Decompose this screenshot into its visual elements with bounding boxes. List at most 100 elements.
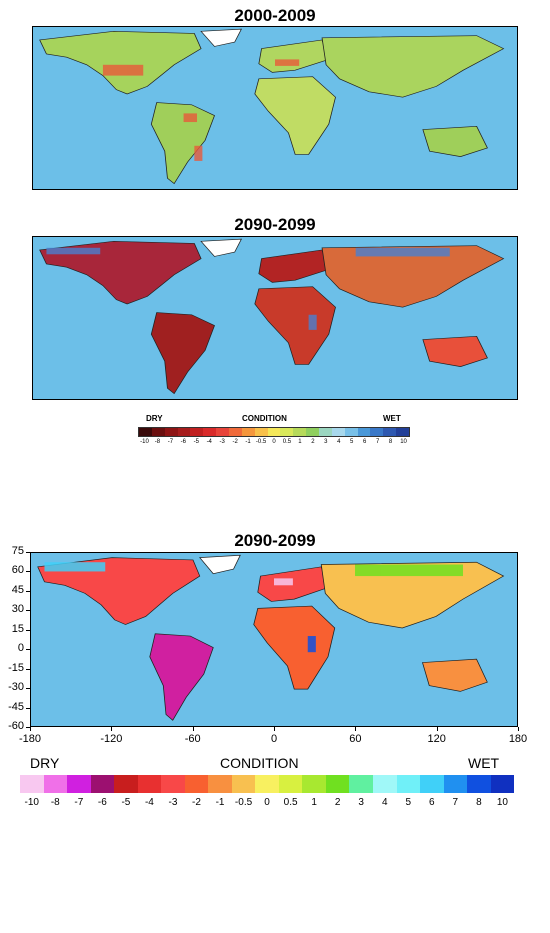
legend-swatch bbox=[151, 428, 165, 436]
legend-tick-label: 0.5 bbox=[283, 797, 298, 808]
legend-tick-label: 6 bbox=[363, 439, 367, 445]
legend-condition-label: CONDITION bbox=[242, 414, 287, 423]
legend-swatch bbox=[203, 428, 217, 436]
legend-swatch bbox=[325, 775, 350, 793]
legend-swatch bbox=[331, 428, 345, 436]
latitude-tick-mark bbox=[26, 649, 30, 651]
legend-swatch bbox=[443, 775, 468, 793]
legend-tick-label: -3 bbox=[219, 439, 225, 445]
longitude-tick-label: -120 bbox=[100, 733, 123, 745]
map-title-2090-2099-a: 2090-2099 bbox=[234, 215, 316, 234]
legend-tick-label: -4 bbox=[144, 797, 154, 808]
longitude-tick-label: 0 bbox=[270, 733, 278, 745]
continents bbox=[39, 28, 505, 185]
legend-tick-label: 1 bbox=[311, 797, 317, 808]
latitude-tick-mark bbox=[26, 727, 30, 728]
dry-patches bbox=[102, 59, 300, 161]
continents bbox=[37, 554, 505, 721]
legend-tick-label: 0.5 bbox=[282, 439, 292, 445]
legend-tick-label: -1 bbox=[215, 797, 225, 808]
map-title-2000-2009: 2000-2009 bbox=[234, 6, 316, 25]
legend-swatch bbox=[420, 775, 444, 793]
longitude-tick-mark bbox=[192, 727, 194, 731]
longitude-tick-mark bbox=[111, 727, 113, 731]
legend-tick-label: 10 bbox=[400, 439, 407, 445]
europe bbox=[258, 39, 330, 73]
legend-swatch bbox=[344, 428, 358, 436]
legend-tick-label: -2 bbox=[192, 797, 201, 808]
legend-tick-label: 7 bbox=[375, 439, 380, 445]
longitude-tick-label: 180 bbox=[508, 733, 528, 745]
legend-swatch bbox=[280, 428, 294, 436]
longitude-tick-label: -60 bbox=[184, 733, 201, 745]
legend-tick-label: 8 bbox=[476, 797, 482, 808]
latitude-tick-mark bbox=[26, 668, 30, 670]
asia bbox=[321, 245, 505, 308]
legend-swatch bbox=[357, 428, 371, 436]
longitude-tick-mark bbox=[518, 727, 519, 731]
legend-dry-label: DRY bbox=[146, 414, 163, 423]
longitude-tick-mark bbox=[30, 727, 31, 731]
legend-swatch bbox=[319, 428, 332, 436]
wet-patches bbox=[44, 562, 463, 653]
latitude-tick-mark bbox=[26, 688, 30, 690]
greenland bbox=[198, 554, 241, 575]
asia bbox=[321, 35, 505, 98]
greenland bbox=[200, 238, 243, 257]
legend-tick-label: -7 bbox=[74, 797, 84, 808]
africa bbox=[254, 286, 336, 365]
legend-wet-label: WET bbox=[468, 755, 500, 771]
australia bbox=[421, 658, 488, 692]
legend-swatch bbox=[302, 775, 326, 793]
legend-swatch bbox=[370, 428, 384, 436]
longitude-tick-mark bbox=[355, 727, 357, 731]
legend-swatch bbox=[396, 428, 410, 436]
legend-tick-label: 5 bbox=[405, 797, 412, 808]
legend-swatch bbox=[255, 775, 279, 793]
legend-swatch bbox=[349, 775, 373, 793]
latitude-tick-mark bbox=[26, 571, 30, 573]
legend-tick-label: -7 bbox=[167, 439, 174, 445]
wet-patches bbox=[46, 247, 450, 330]
legend-swatch bbox=[67, 775, 91, 793]
legend-tick-label: -3 bbox=[168, 797, 178, 808]
legend-swatch bbox=[267, 428, 281, 436]
world-map-svg bbox=[39, 28, 505, 185]
legend-tick-label: -5 bbox=[121, 797, 131, 808]
africa bbox=[253, 605, 336, 690]
legend-tick-label: -8 bbox=[154, 439, 161, 445]
north-america bbox=[37, 557, 201, 625]
legend-swatch bbox=[114, 775, 138, 793]
north-america bbox=[39, 240, 202, 305]
latitude-tick-label: -45 bbox=[8, 700, 24, 713]
legend-swatch bbox=[293, 428, 307, 436]
africa bbox=[254, 76, 336, 155]
longitude-tick-label: 120 bbox=[427, 733, 446, 745]
world-map-svg bbox=[37, 554, 505, 721]
legend-small: DRY CONDITION WET -10 -8 -7 -6 -5 -4 -3 -2 -1 -0.… bbox=[138, 414, 410, 450]
legend-tick-label: 2 bbox=[311, 439, 315, 445]
legend-dry-label: DRY bbox=[30, 755, 60, 771]
legend-swatch bbox=[490, 775, 515, 793]
legend-tick-label: -1 bbox=[245, 439, 251, 445]
legend-tick-label: 4 bbox=[381, 797, 388, 808]
legend-large: DRY CONDITION WET -10 -8 -7 -6 -5 -4 -3 -2 -1 -0.… bbox=[20, 755, 515, 810]
latitude-tick-label: 75 bbox=[11, 545, 24, 557]
legend-swatch bbox=[137, 775, 162, 793]
legend-tick-label: 0 bbox=[272, 439, 276, 445]
legend-tick-label: 1 bbox=[298, 439, 302, 445]
greenland bbox=[200, 28, 243, 47]
legend-swatch bbox=[20, 775, 44, 793]
legend-swatch bbox=[278, 775, 303, 793]
legend-tick-label: -2 bbox=[232, 439, 238, 445]
legend-color-bar bbox=[20, 775, 515, 793]
legend-swatch bbox=[306, 428, 320, 436]
south-america bbox=[150, 312, 215, 395]
legend-swatch bbox=[383, 428, 397, 436]
australia bbox=[422, 126, 488, 157]
legend-swatch bbox=[396, 775, 421, 793]
legend-tick-label: 8 bbox=[388, 439, 393, 445]
legend-swatch bbox=[190, 428, 204, 436]
legend-condition-label: CONDITION bbox=[220, 755, 299, 771]
legend-tick-label: -6 bbox=[180, 439, 186, 445]
